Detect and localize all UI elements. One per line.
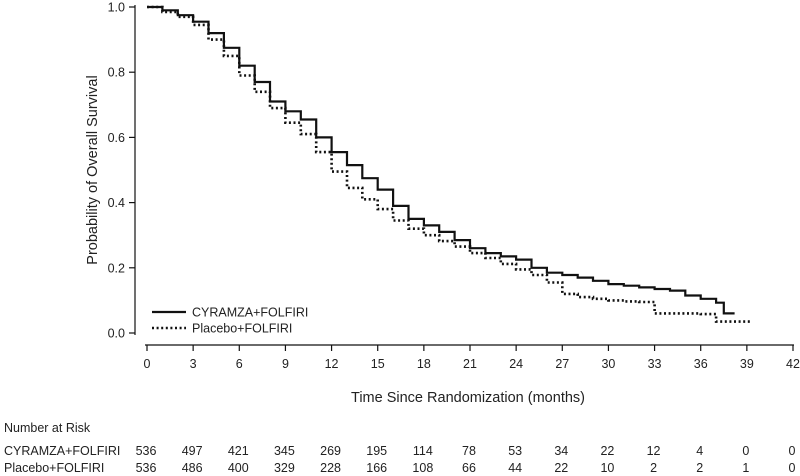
risk-value: 22: [554, 461, 568, 475]
x-tick-label: 6: [236, 357, 243, 371]
x-tick-label: 24: [509, 357, 523, 371]
risk-value: 78: [462, 444, 476, 458]
risk-value: 0: [789, 461, 796, 475]
x-tick-label: 12: [325, 357, 339, 371]
risk-value: 34: [554, 444, 568, 458]
risk-value: 66: [462, 461, 476, 475]
risk-value: 4: [696, 444, 703, 458]
x-tick-label: 0: [144, 357, 151, 371]
y-axis-label: Probability of Overall Survival: [85, 75, 101, 264]
risk-value: 12: [647, 444, 661, 458]
x-tick-label: 30: [601, 357, 615, 371]
risk-value: 345: [274, 444, 295, 458]
risk-value: 10: [600, 461, 614, 475]
risk-value: 166: [366, 461, 387, 475]
risk-value: 421: [228, 444, 249, 458]
x-tick-label: 42: [786, 357, 800, 371]
y-tick-label: 1.0: [108, 1, 125, 15]
legend-label: CYRAMZA+FOLFIRI: [192, 306, 308, 320]
risk-value: 329: [274, 461, 295, 475]
risk-value: 269: [320, 444, 341, 458]
risk-value: 486: [182, 461, 203, 475]
risk-value: 0: [789, 444, 796, 458]
risk-value: 2: [650, 461, 657, 475]
y-tick-label: 0.4: [108, 196, 125, 210]
legend-label: Placebo+FOLFIRI: [192, 322, 292, 336]
x-tick-label: 21: [463, 357, 477, 371]
risk-value: 2: [696, 461, 703, 475]
risk-value: 536: [136, 444, 157, 458]
risk-value: 497: [182, 444, 203, 458]
risk-value: 53: [508, 444, 522, 458]
number-at-risk-heading: Number at Risk: [4, 421, 91, 435]
legend: CYRAMZA+FOLFIRI Placebo+FOLFIRI: [152, 306, 308, 336]
risk-value: 114: [413, 444, 433, 458]
risk-row-label: Placebo+FOLFIRI: [4, 461, 104, 475]
y-tick-label: 0.8: [108, 66, 125, 80]
risk-value: 1: [742, 461, 749, 475]
risk-value: 22: [600, 444, 614, 458]
x-tick-label: 36: [694, 357, 708, 371]
risk-value: 400: [228, 461, 249, 475]
risk-value: 108: [412, 461, 433, 475]
x-tick-label: 15: [371, 357, 385, 371]
risk-row-label: CYRAMZA+FOLFIRI: [4, 444, 120, 458]
x-tick-label: 9: [282, 357, 289, 371]
axes: 0.00.20.40.60.81.00 3 6 9 12 15 18 21 24 27 30 33 36…: [108, 1, 800, 372]
y-tick-label: 0.6: [108, 131, 125, 145]
risk-value: 44: [508, 461, 522, 475]
risk-value: 0: [742, 444, 749, 458]
survival-curve-cyramza: [147, 5, 735, 315]
survival-curves: [147, 5, 750, 323]
x-tick-label: 39: [740, 357, 754, 371]
x-tick-label: 33: [648, 357, 662, 371]
x-tick-label: 18: [417, 357, 431, 371]
risk-value: 195: [366, 444, 387, 458]
x-axis-label: Time Since Randomization (months): [351, 390, 585, 406]
survival-curve-placebo: [147, 5, 750, 323]
x-tick-label: 27: [555, 357, 569, 371]
y-tick-label: 0.2: [108, 261, 125, 275]
x-tick-label: 3: [190, 357, 197, 371]
risk-value: 228: [320, 461, 341, 475]
risk-value: 536: [136, 461, 157, 475]
number-at-risk-table: Number at Risk CYRAMZA+FOLFIRI 536 497 421 3…: [4, 421, 796, 475]
y-tick-label: 0.0: [108, 327, 125, 341]
